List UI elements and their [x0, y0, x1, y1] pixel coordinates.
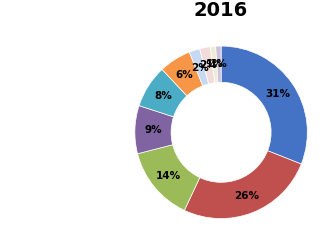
Wedge shape — [184, 151, 301, 219]
Text: 8%: 8% — [155, 91, 173, 101]
Text: 1%: 1% — [206, 60, 223, 70]
Text: 2%: 2% — [199, 60, 217, 70]
Wedge shape — [210, 46, 218, 83]
Wedge shape — [216, 46, 221, 82]
Text: 9%: 9% — [144, 125, 162, 135]
Text: 2%: 2% — [191, 62, 209, 73]
Text: 31%: 31% — [265, 89, 290, 99]
Wedge shape — [139, 69, 187, 117]
Wedge shape — [200, 47, 215, 84]
Wedge shape — [135, 106, 174, 154]
Text: 6%: 6% — [176, 70, 194, 80]
Text: 26%: 26% — [234, 191, 259, 201]
Wedge shape — [138, 145, 200, 210]
Title: 2016: 2016 — [194, 1, 248, 20]
Text: 1%: 1% — [210, 59, 228, 69]
Wedge shape — [189, 49, 209, 86]
Text: 14%: 14% — [156, 171, 181, 181]
Wedge shape — [162, 52, 203, 96]
Wedge shape — [221, 46, 307, 164]
